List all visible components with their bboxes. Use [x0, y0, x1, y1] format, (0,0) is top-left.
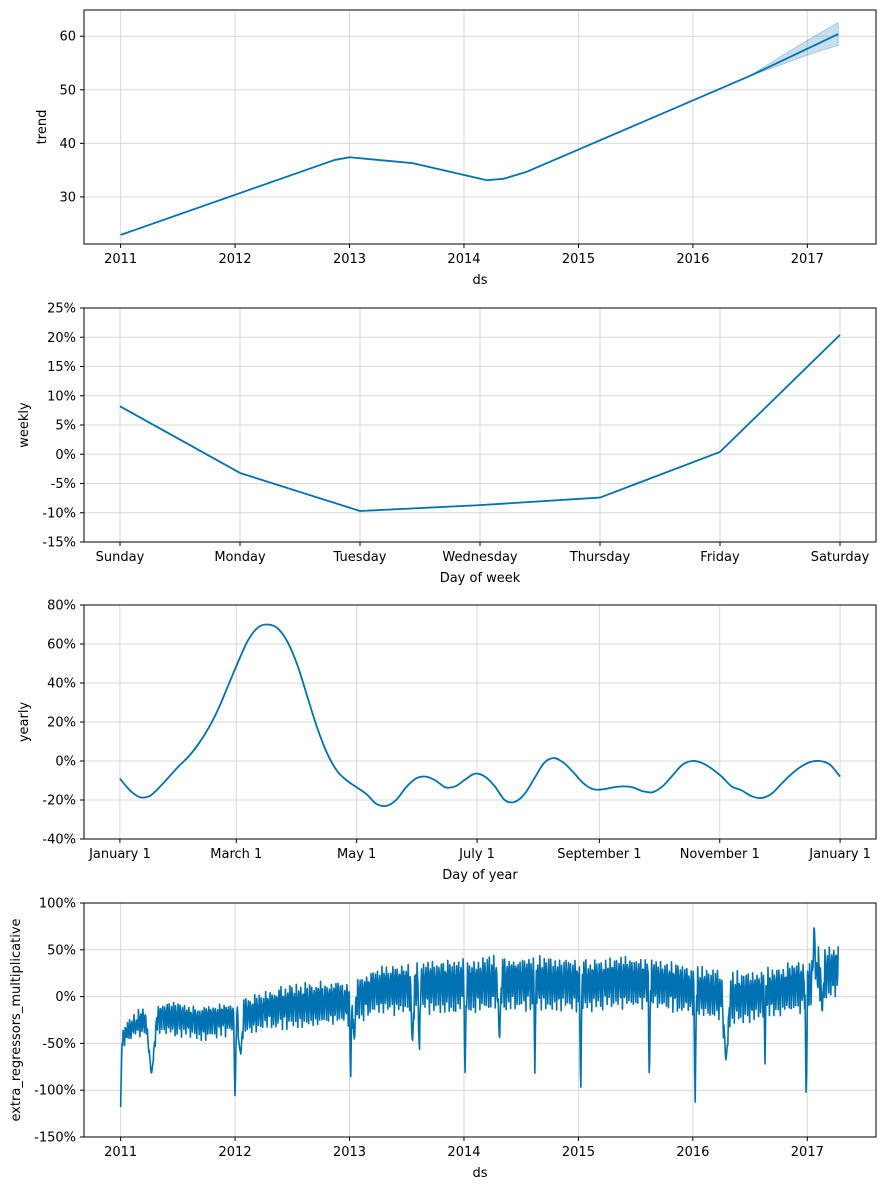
y-tick-label: -50%	[42, 1037, 76, 1052]
x-tick-label: 2017	[791, 1145, 824, 1160]
x-axis-label: Day of year	[442, 868, 518, 883]
x-tick-label: July 1	[458, 847, 495, 862]
y-tick-label: 30	[59, 190, 76, 205]
y-tick-label: 50	[59, 83, 76, 98]
x-tick-label: Monday	[214, 550, 266, 565]
subplot-extra_regressors_multiplicative: 2011 2012 2013 2014 2015 2016 2017 -150% -100% -5…	[9, 897, 877, 1181]
x-tick-label: Wednesday	[442, 550, 518, 565]
x-tick-label: Thursday	[569, 550, 631, 565]
x-tick-label: 2012	[219, 252, 252, 267]
y-tick-label: 10%	[47, 389, 76, 404]
y-tick-label: -150%	[34, 1131, 76, 1146]
axes-frame	[83, 902, 877, 1138]
subplot-trend: 2011 2012 2013 2014 2015 2016 2017 30 40 50 60 ds tr…	[35, 9, 877, 288]
axes-frame	[83, 9, 877, 245]
x-axis-label: ds	[472, 1166, 487, 1181]
y-tick-label: -40%	[42, 833, 76, 848]
x-tick-label: 2015	[562, 252, 595, 267]
y-tick-label: 60	[59, 30, 76, 45]
x-tick-label: Sunday	[96, 550, 145, 565]
y-tick-label: 15%	[47, 360, 76, 375]
y-tick-label: 40%	[47, 677, 76, 692]
x-tick-label: 2016	[676, 1145, 709, 1160]
x-tick-label: September 1	[557, 847, 641, 862]
x-tick-label: 2014	[447, 1145, 480, 1160]
x-tick-label: 2016	[676, 252, 709, 267]
series-line-yearly	[119, 623, 841, 807]
y-axis-label: yearly	[17, 702, 32, 743]
y-tick-label: 5%	[55, 419, 76, 434]
y-axis-label: trend	[35, 110, 50, 145]
x-axis-label: ds	[472, 273, 487, 288]
x-tick-label: Friday	[700, 550, 740, 565]
y-tick-label: -10%	[42, 506, 76, 521]
uncertainty-band	[749, 21, 839, 77]
y-tick-label: 25%	[47, 302, 76, 317]
x-tick-label: 2013	[333, 252, 366, 267]
x-tick-label: March 1	[210, 847, 262, 862]
y-tick-label: 60%	[47, 638, 76, 653]
y-tick-label: -100%	[34, 1084, 76, 1099]
y-tick-label: 80%	[47, 599, 76, 614]
x-tick-label: 2017	[791, 252, 824, 267]
y-tick-label: 20%	[47, 716, 76, 731]
series-line-trend	[120, 33, 839, 236]
x-tick-label: 2011	[104, 252, 137, 267]
x-tick-label: 2011	[104, 1145, 137, 1160]
series-line-extra_regressors_multiplicative	[119, 927, 840, 1108]
x-tick-label: Tuesday	[333, 550, 387, 565]
y-tick-label: -20%	[42, 794, 76, 809]
x-axis-label: Day of week	[440, 571, 521, 586]
y-tick-label: 40	[59, 137, 76, 152]
y-tick-label: 0%	[55, 990, 76, 1005]
subplot-weekly: Sunday Monday Tuesday Wednesday Thursday Frid…	[17, 302, 877, 586]
y-tick-label: 50%	[47, 943, 76, 958]
x-tick-label: November 1	[680, 847, 760, 862]
x-tick-label: 2015	[562, 1145, 595, 1160]
y-tick-label: -5%	[51, 477, 76, 492]
y-tick-label: 0%	[55, 448, 76, 463]
y-axis-label: weekly	[17, 402, 32, 448]
y-tick-label: 100%	[39, 897, 76, 912]
x-tick-label: January 1	[808, 847, 871, 862]
y-tick-label: -15%	[42, 536, 76, 551]
y-axis-label: extra_regressors_multiplicative	[9, 918, 24, 1121]
y-tick-label: 20%	[47, 331, 76, 346]
x-tick-label: Saturday	[811, 550, 870, 565]
x-tick-label: January 1	[88, 847, 151, 862]
x-tick-label: 2013	[333, 1145, 366, 1160]
x-tick-label: 2014	[447, 252, 480, 267]
subplot-yearly: January 1 March 1 May 1 July 1 September 1 No…	[17, 599, 877, 883]
y-tick-label: 0%	[55, 755, 76, 770]
x-tick-label: May 1	[337, 847, 376, 862]
x-tick-label: 2012	[219, 1145, 252, 1160]
series-line-weekly	[119, 334, 841, 512]
